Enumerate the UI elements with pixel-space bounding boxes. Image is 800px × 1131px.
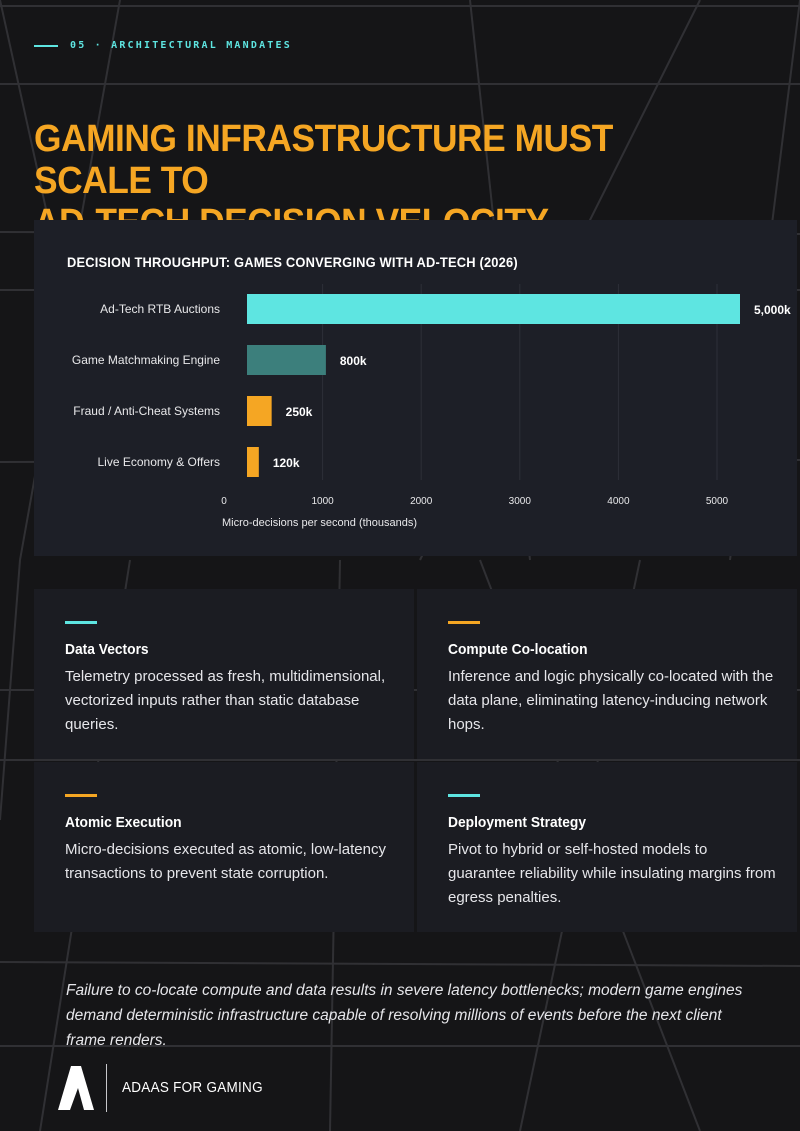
footer-brand: ADAAS FOR GAMING (122, 1079, 263, 1096)
data-label: 120k (273, 456, 300, 470)
data-label: 800k (340, 354, 367, 368)
card-accent-rule (448, 794, 480, 797)
bar (247, 294, 740, 324)
card-deployment-strategy: Deployment Strategy Pivot to hybrid or s… (417, 762, 797, 932)
stylized-a-logo-icon (58, 1066, 94, 1110)
card-body: Micro-decisions executed as atomic, low-… (65, 841, 386, 882)
bar (247, 396, 272, 426)
card-title: Deployment Strategy (448, 814, 587, 831)
x-tick-label: 2000 (410, 496, 433, 507)
card-title: Atomic Execution (65, 814, 182, 831)
card-body: Telemetry processed as fresh, multidimen… (65, 668, 386, 733)
card-title: Compute Co-location (448, 641, 588, 658)
card-data-vectors: Data Vectors Telemetry processed as fres… (34, 589, 414, 759)
card-title: Data Vectors (65, 641, 149, 658)
x-tick-label: 0 (221, 496, 227, 507)
category-label: Fraud / Anti-Cheat Systems (73, 404, 220, 418)
mandate-cards-grid: Data Vectors Telemetry processed as fres… (34, 589, 797, 932)
chart-title: DECISION THROUGHPUT: GAMES CONVERGING WI… (67, 254, 518, 270)
card-accent-rule (65, 621, 97, 624)
category-label: Ad-Tech RTB Auctions (100, 302, 220, 316)
card-compute-co-location: Compute Co-location Inference and logic … (417, 589, 797, 759)
x-axis-label: Micro-decisions per second (thousands) (222, 517, 417, 529)
x-tick-label: 3000 (509, 496, 532, 507)
card-accent-rule (65, 794, 97, 797)
eyebrow-rule (34, 44, 58, 47)
card-body: Pivot to hybrid or self-hosted models to… (448, 841, 776, 906)
footer-divider (106, 1064, 107, 1112)
page-title-line-1: GAMING INFRASTRUCTURE MUST SCALE TO (34, 118, 613, 202)
card-body: Inference and logic physically co-locate… (448, 668, 774, 733)
eyebrow-label: 05 · ARCHITECTURAL MANDATES (70, 40, 292, 51)
bar (247, 447, 259, 477)
footer: ADAAS FOR GAMING (0, 1046, 800, 1131)
category-label: Live Economy & Offers (98, 455, 221, 469)
x-tick-label: 5000 (706, 496, 729, 507)
data-label: 250k (286, 405, 313, 419)
x-tick-label: 4000 (607, 496, 630, 507)
x-tick-label: 1000 (311, 496, 334, 507)
card-accent-rule (448, 621, 480, 624)
category-label: Game Matchmaking Engine (72, 353, 220, 367)
bar (247, 345, 326, 375)
section-eyebrow: 05 · ARCHITECTURAL MANDATES (34, 40, 292, 51)
card-atomic-execution: Atomic Execution Micro-decisions execute… (34, 762, 414, 932)
data-label: 5,000k (754, 303, 791, 317)
closing-statement: Failure to co-locate compute and data re… (66, 981, 743, 1049)
bar-chart: 0 1000 2000 3000 4000 5000 Ad-Tech RTB Auction… (72, 284, 791, 529)
chart-panel: DECISION THROUGHPUT: GAMES CONVERGING WI… (34, 220, 797, 556)
